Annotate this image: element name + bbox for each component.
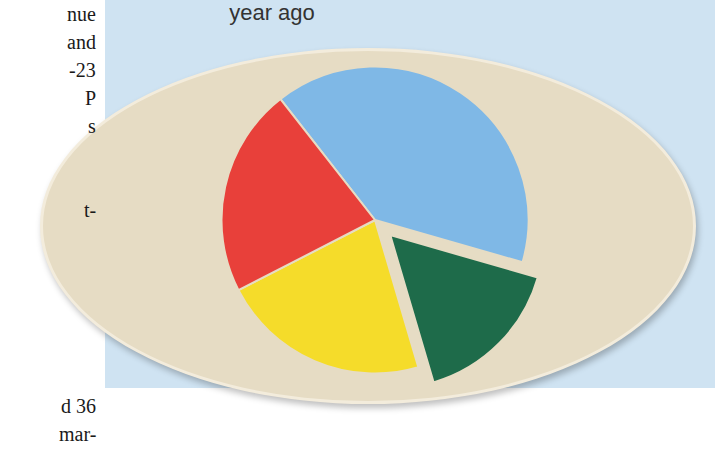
svg-text:mar-: mar- <box>59 423 96 445</box>
svg-text:-23: -23 <box>69 59 96 81</box>
svg-text:s: s <box>88 115 96 137</box>
svg-text:year ago: year ago <box>229 0 315 25</box>
svg-text:d 36: d 36 <box>61 395 96 417</box>
svg-text:and: and <box>67 31 96 53</box>
svg-text:t-: t- <box>84 199 96 221</box>
svg-text:nue: nue <box>67 3 96 25</box>
svg-text:P: P <box>85 87 96 109</box>
